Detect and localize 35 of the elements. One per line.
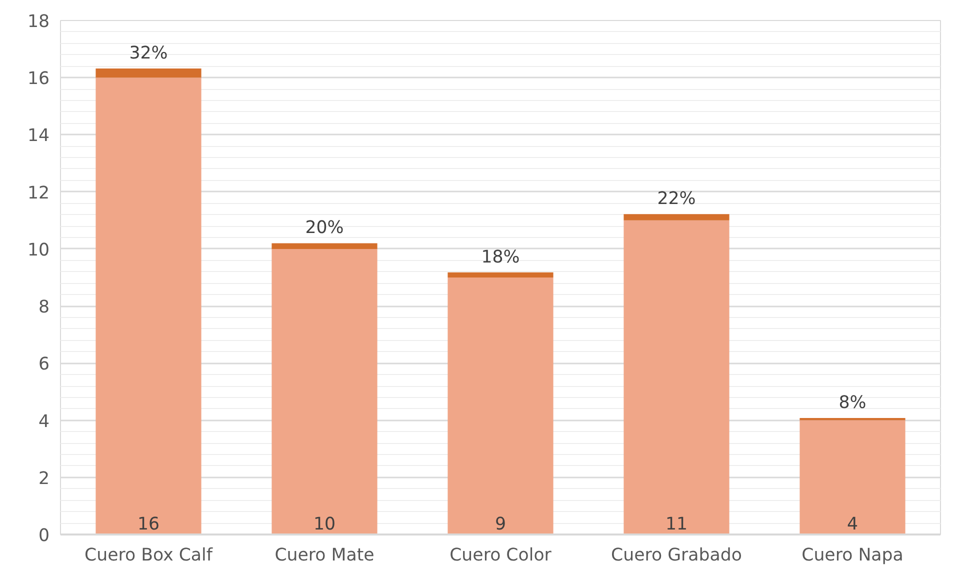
bar — [272, 248, 378, 534]
y-tick-label: 18 — [27, 12, 50, 32]
y-tick-label: 16 — [27, 69, 50, 90]
bar — [800, 420, 906, 534]
data-label: 9 — [494, 514, 506, 534]
bar — [624, 214, 730, 220]
data-label: 22% — [657, 189, 696, 210]
y-tick-label: 14 — [27, 126, 50, 146]
data-label: 11 — [665, 514, 688, 534]
x-tick-label: Cuero Color — [450, 546, 552, 566]
y-tick-label: 2 — [38, 468, 50, 489]
bar — [272, 243, 378, 249]
x-tick-label: Cuero Grabado — [611, 546, 742, 566]
y-tick-label: 8 — [38, 298, 50, 318]
bar — [800, 418, 906, 420]
y-tick-label: 6 — [38, 354, 50, 375]
y-tick-label: 12 — [27, 183, 50, 204]
bar — [448, 272, 554, 278]
y-tick-label: 4 — [38, 412, 50, 432]
y-tick-label: 10 — [27, 240, 50, 260]
bar — [96, 78, 202, 534]
data-label: 18% — [481, 247, 520, 268]
bar — [96, 68, 202, 78]
x-tick-label: Cuero Box Calf — [84, 546, 214, 566]
data-label: 4 — [846, 514, 858, 534]
y-tick-label: 0 — [38, 526, 50, 546]
x-tick-label: Cuero Napa — [802, 546, 904, 566]
bar — [448, 278, 554, 534]
data-label: 20% — [305, 218, 344, 238]
data-label: 32% — [129, 43, 168, 64]
data-label: 10 — [313, 514, 336, 534]
bar — [624, 220, 730, 534]
data-label: 8% — [838, 392, 866, 413]
data-label: 16 — [137, 514, 160, 534]
x-tick-label: Cuero Mate — [274, 546, 374, 566]
